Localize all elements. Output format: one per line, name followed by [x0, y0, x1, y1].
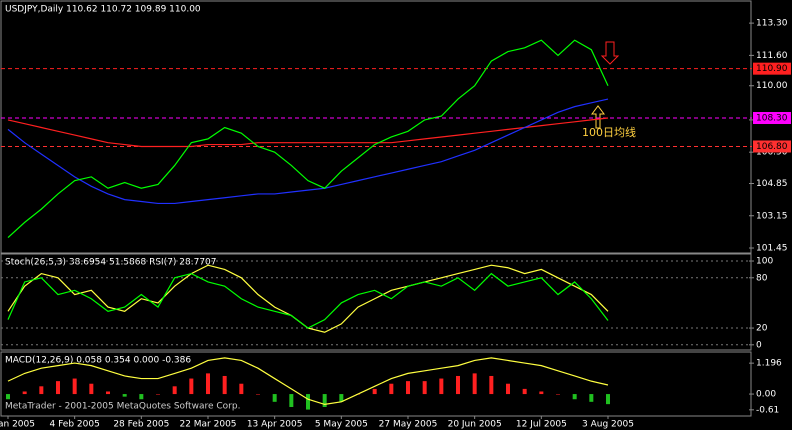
series-line [7, 39, 609, 239]
histogram-bar [72, 378, 77, 395]
x-tick-label: 20 Jun 2005 [448, 420, 502, 430]
series-line [7, 357, 609, 406]
histogram-bar [489, 375, 494, 395]
arrow [591, 105, 605, 129]
x-tick-label: 3 Aug 2005 [582, 420, 634, 430]
histogram-bar [472, 373, 477, 395]
panel-title: Stoch(26,5,3) 38.6954 51.5868 RSI(7) 28.… [5, 258, 217, 268]
x-tick-label: 13 Apr 2005 [247, 420, 303, 430]
level-box [753, 62, 791, 75]
histogram-bar [589, 394, 594, 402]
series-line [7, 98, 609, 205]
histogram-bar [6, 394, 10, 400]
y-tick-label: 1.196 [756, 359, 782, 369]
y-tick-label: 80 [756, 273, 768, 283]
histogram-bar [289, 394, 294, 407]
y-tick-label: 111.60 [756, 51, 788, 61]
histogram-bar [106, 391, 110, 395]
histogram-bar [572, 394, 577, 400]
footer: MetaTrader - 2001-2005 MetaQuotes Softwa… [5, 402, 240, 412]
histogram-bar [39, 386, 44, 395]
y-tick-label: 113.30 [756, 19, 788, 29]
histogram-bar [172, 386, 177, 395]
level-label: 106.80 [756, 142, 788, 152]
y-tick-label: 106.50 [756, 148, 788, 158]
histogram-bar [422, 381, 427, 395]
histogram-bar [456, 375, 460, 395]
histogram-bar [339, 394, 344, 402]
price-frame [0, 0, 752, 254]
histogram-bar [89, 383, 94, 395]
stoch-frame [0, 253, 752, 351]
x-tick-label: 13 Jan 2005 [0, 420, 35, 430]
level-box [753, 112, 791, 125]
histogram-bar [522, 388, 527, 395]
histogram-bar [122, 394, 127, 397]
series-line [7, 264, 609, 333]
histogram-bar [506, 383, 510, 395]
x-tick-label: 22 Mar 2005 [179, 420, 236, 430]
level-box [753, 140, 791, 153]
histogram-bar [439, 378, 444, 395]
histogram-bar [256, 394, 260, 395]
y-tick-label: 20 [756, 324, 768, 334]
x-tick-label: 5 May 2005 [315, 420, 368, 430]
histogram-bar [189, 378, 194, 395]
x-tick-label: 27 May 2005 [379, 420, 438, 430]
histogram-bar [222, 375, 227, 395]
x-tick-label: 4 Feb 2005 [50, 420, 100, 430]
histogram-bar [322, 394, 327, 407]
y-tick-label: 100 [756, 257, 773, 267]
level-label: 108.30 [756, 114, 788, 124]
macd-frame [0, 351, 752, 417]
y-tick-label: 101.45 [756, 244, 788, 254]
x-tick-label: 28 Feb 2005 [113, 420, 169, 430]
histogram-bar [539, 391, 544, 395]
histogram-bar [22, 391, 27, 395]
histogram-bar [389, 383, 394, 395]
y-tick-label: 104.85 [756, 179, 788, 189]
histogram-bar [206, 373, 210, 395]
annotation: 100日均线 [582, 125, 636, 139]
y-tick-label: -0.61 [756, 405, 779, 415]
series-line [7, 117, 609, 148]
histogram-bar [406, 381, 410, 395]
histogram-bar [556, 394, 560, 395]
x-tick-label: 12 Jul 2005 [516, 420, 567, 430]
histogram-bar [272, 394, 277, 402]
histogram-bar [56, 381, 60, 395]
y-tick-label: 0.00 [756, 390, 776, 400]
histogram-bar [372, 388, 377, 395]
histogram-bar [606, 394, 610, 405]
histogram-bar [139, 394, 144, 400]
level-label: 110.90 [756, 64, 788, 74]
histogram-bar [156, 394, 160, 395]
y-tick-label: 103.15 [756, 211, 788, 221]
histogram-bar [239, 383, 244, 395]
series-line [7, 272, 609, 329]
y-tick-label: 0 [756, 340, 762, 350]
arrow [600, 41, 620, 65]
header: USDJPY,Daily 110.62 110.72 109.89 110.00 [5, 5, 201, 15]
panel-title: MACD(12,26,9) 0.058 0.354 0.000 -0.386 [5, 356, 191, 366]
histogram-bar [306, 394, 310, 410]
y-tick-label: 110.00 [756, 81, 788, 91]
